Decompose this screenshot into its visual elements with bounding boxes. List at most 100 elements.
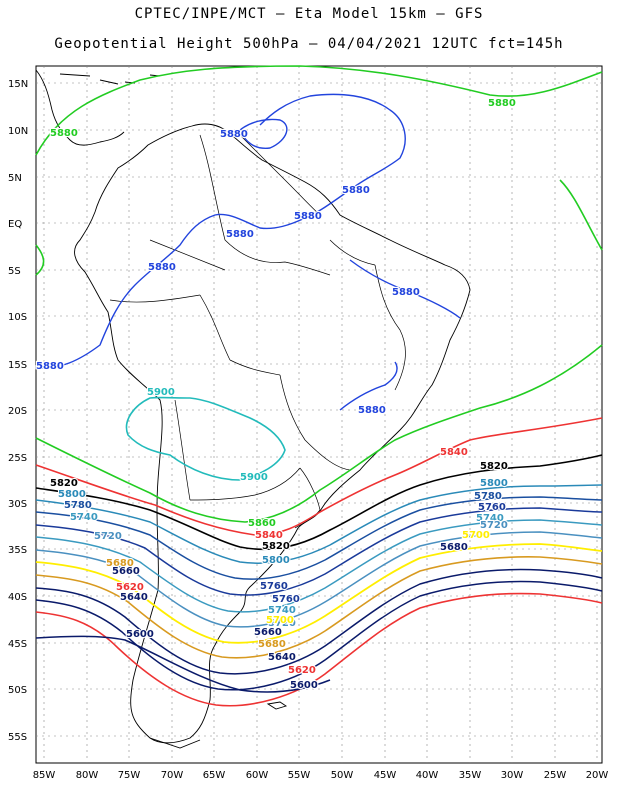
contour-label: 5900	[147, 387, 175, 398]
contour-label: 5760	[260, 581, 288, 592]
contour-5860-green	[35, 344, 603, 523]
country-borders	[109, 129, 406, 529]
contour-label: 5780	[64, 500, 92, 511]
map-frame	[35, 65, 603, 764]
contour-label: 5880	[220, 129, 248, 140]
contour-labels: 5880 5880 5880 5880 5880 5880 5880 5880 5880 5880…	[35, 97, 517, 692]
contour-label: 5800	[58, 489, 86, 500]
contour-5880-green-north	[35, 65, 603, 156]
contour-5660	[35, 568, 603, 675]
lat-tick-label: 50S	[8, 685, 27, 696]
lat-tick-label: 25S	[8, 453, 27, 464]
lon-tick-label: 35W	[459, 770, 482, 781]
lon-tick-label: 60W	[246, 770, 269, 781]
lat-tick-label: 35S	[8, 545, 27, 556]
caribbean-islands	[59, 73, 161, 85]
contour-5880-green-west	[35, 244, 45, 276]
contour-5620	[35, 592, 603, 707]
contour-label: 5820	[480, 461, 508, 472]
falkland-islands	[266, 701, 288, 710]
contour-label: 5880	[148, 262, 176, 273]
lon-tick-label: 55W	[288, 770, 311, 781]
contour-label: 5880	[226, 229, 254, 240]
coastlines	[35, 69, 471, 749]
tierra-del-fuego	[149, 737, 201, 749]
contour-label: 5680	[106, 558, 134, 569]
axis-ticks: 15N 10N 5N EQ 5S 10S 15S 20S 25S 30S 35S 40S 45S 50S 5…	[8, 79, 608, 781]
contour-5880-blue-loop-2	[239, 118, 288, 149]
contour-label: 5660	[254, 627, 282, 638]
contour-label: 5880	[294, 211, 322, 222]
lon-tick-label: 75W	[118, 770, 141, 781]
contour-5820-black	[35, 454, 603, 550]
contour-label: 5880	[50, 128, 78, 139]
lon-tick-label: 85W	[33, 770, 56, 781]
lon-tick-label: 50W	[331, 770, 354, 781]
lat-tick-label: 55S	[8, 732, 27, 743]
contour-label: 5800	[262, 555, 290, 566]
contour-label: 5880	[392, 287, 420, 298]
contour-label: 5660	[112, 566, 140, 577]
contour-label: 5700	[462, 530, 490, 541]
contour-5880-green-east	[559, 179, 603, 251]
contour-label: 5840	[255, 530, 283, 541]
contour-label: 5680	[440, 542, 468, 553]
contour-5880-blue-coastal	[349, 259, 461, 319]
contour-5760	[35, 507, 603, 596]
lat-tick-label: 20S	[8, 406, 27, 417]
contour-label: 5740	[268, 605, 296, 616]
contour-5680	[35, 556, 603, 659]
lat-lon-grid	[36, 66, 602, 763]
contour-label: 5820	[262, 541, 290, 552]
contour-label: 5860	[248, 518, 276, 529]
contour-label: 5880	[36, 361, 64, 372]
contour-label: 5880	[488, 98, 516, 109]
contour-label: 5720	[480, 520, 508, 531]
lat-tick-label: 5N	[8, 173, 22, 184]
contour-label: 5680	[258, 639, 286, 650]
lat-tick-label: 15N	[8, 79, 28, 90]
contour-5900-cyan	[125, 396, 286, 481]
map-title-line-2: Geopotential Height 500hPa – 04/04/2021 …	[54, 36, 564, 52]
contour-label: 5600	[290, 680, 318, 691]
contour-5880-blue-main	[35, 93, 406, 369]
contour-5700	[35, 543, 603, 644]
contour-label: 5720	[268, 618, 296, 629]
contour-label: 5880	[342, 185, 370, 196]
contour-label: 5700	[266, 615, 294, 626]
lon-tick-label: 70W	[161, 770, 184, 781]
lon-tick-label: 20W	[586, 770, 609, 781]
contour-5800	[35, 484, 603, 564]
lon-tick-label: 45W	[374, 770, 397, 781]
contour-label: 5620	[116, 582, 144, 593]
geopotential-contours	[35, 65, 603, 707]
contour-label: 5800	[480, 478, 508, 489]
lat-tick-label: 40S	[8, 592, 27, 603]
lat-tick-label: 5S	[8, 266, 21, 277]
map-title-line-1: CPTEC/INPE/MCT – Eta Model 15km – GFS	[134, 6, 484, 22]
contour-label: 5840	[440, 447, 468, 458]
contour-label: 5620	[288, 665, 316, 676]
lon-tick-label: 25W	[544, 770, 567, 781]
contour-5600	[35, 635, 331, 693]
lat-tick-label: 10S	[8, 312, 27, 323]
lat-tick-label: 45S	[8, 639, 27, 650]
lat-tick-label: 10N	[8, 126, 28, 137]
contour-label: 5760	[272, 594, 300, 605]
lon-tick-label: 80W	[76, 770, 99, 781]
contour-label: 5600	[126, 629, 154, 640]
contour-label: 5820	[50, 478, 78, 489]
lat-tick-label: 30S	[8, 499, 27, 510]
contour-5840-red	[35, 417, 603, 536]
contour-label: 5740	[476, 513, 504, 524]
contour-5780	[35, 496, 603, 580]
lon-tick-label: 65W	[203, 770, 226, 781]
lat-tick-label: EQ	[8, 219, 22, 230]
lat-tick-label: 15S	[8, 360, 27, 371]
contour-5740	[35, 519, 603, 613]
contour-label: 5640	[268, 652, 296, 663]
contour-label: 5720	[94, 531, 122, 542]
contour-5880-blue-south	[339, 361, 398, 411]
contour-label: 5760	[478, 502, 506, 513]
